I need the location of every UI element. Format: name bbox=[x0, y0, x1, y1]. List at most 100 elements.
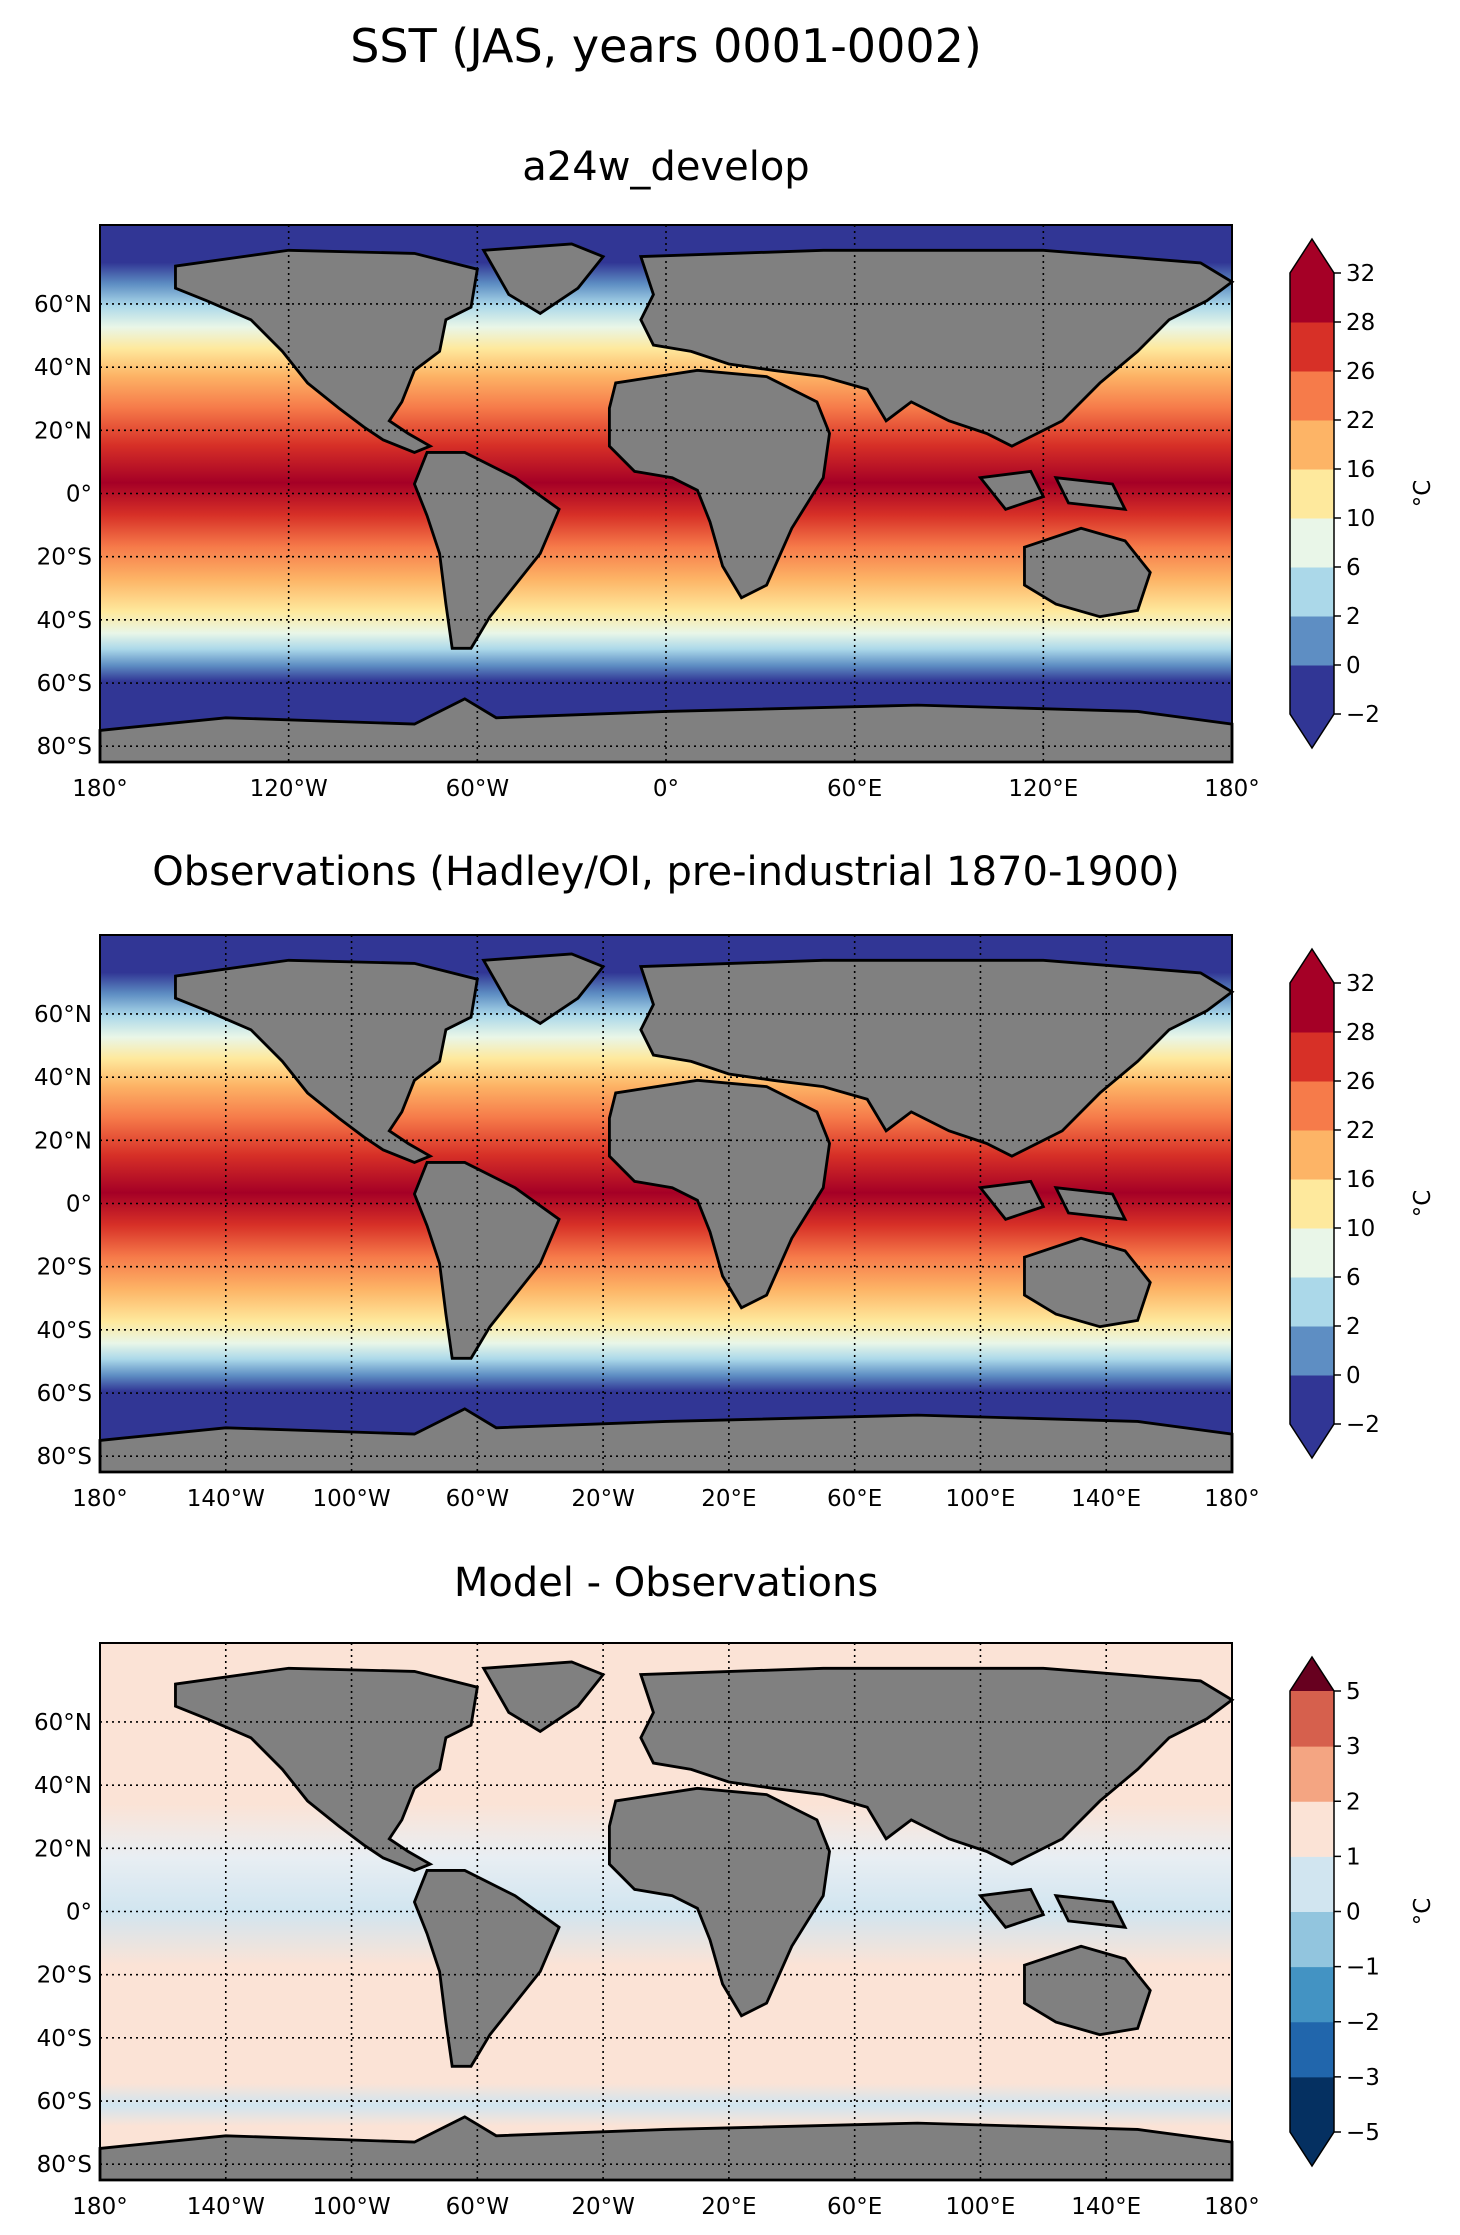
colorbar-segment bbox=[1290, 1375, 1334, 1425]
y-tick-label: 20°N bbox=[34, 1836, 92, 1862]
x-tick-label: 140°W bbox=[187, 2194, 265, 2220]
x-tick-label: 180° bbox=[1204, 1486, 1259, 1512]
y-tick-label: 60°N bbox=[34, 292, 92, 318]
colorbar-tick-label: 5 bbox=[1346, 1679, 1361, 1705]
y-tick-label: 20°S bbox=[37, 1255, 92, 1281]
colorbar-tick-label: 16 bbox=[1346, 1167, 1375, 1193]
colorbar-segment bbox=[1290, 1032, 1334, 1082]
colorbar-segment bbox=[1290, 1911, 1334, 1968]
colorbar-tick-label: 22 bbox=[1346, 1118, 1375, 1144]
x-tick-label: 60°W bbox=[446, 1486, 510, 1512]
x-tick-label: 100°W bbox=[312, 1486, 390, 1512]
x-tick-label: 140°W bbox=[187, 1486, 265, 1512]
colorbar-segment bbox=[1290, 273, 1334, 323]
colorbar-tick-label: −1 bbox=[1346, 1955, 1380, 1981]
map-frame bbox=[99, 1642, 1233, 2181]
y-tick-label: 40°N bbox=[34, 1773, 92, 1799]
x-tick-label: 20°W bbox=[571, 1486, 635, 1512]
colorbar-tick-label: 6 bbox=[1346, 1265, 1361, 1291]
colorbar-segment bbox=[1290, 469, 1334, 519]
colorbar-segment bbox=[1290, 1277, 1334, 1327]
x-tick-label: 100°E bbox=[945, 2194, 1015, 2220]
colorbar-label: °C bbox=[1410, 1190, 1436, 1218]
colorbar-extend-max bbox=[1290, 949, 1334, 983]
x-tick-label: 140°E bbox=[1071, 1486, 1141, 1512]
colorbar-tick-label: 10 bbox=[1346, 1216, 1375, 1242]
x-tick-label: 180° bbox=[1204, 776, 1259, 802]
x-tick-label: 60°E bbox=[827, 2194, 882, 2220]
y-tick-label: 0° bbox=[66, 1192, 92, 1218]
x-tick-label: 60°W bbox=[446, 2194, 510, 2220]
colorbar-extend-max bbox=[1290, 1657, 1334, 1691]
x-tick-label: 20°W bbox=[571, 2194, 635, 2220]
colorbar-label: °C bbox=[1410, 1898, 1436, 1926]
x-tick-label: 60°E bbox=[827, 776, 882, 802]
colorbar-segment bbox=[1290, 616, 1334, 666]
map-panel-2: Observations (Hadley/OI, pre-industrial … bbox=[34, 849, 1436, 1512]
y-tick-label: 20°S bbox=[37, 545, 92, 571]
colorbar-segment bbox=[1290, 1130, 1334, 1180]
x-tick-label: 180° bbox=[72, 776, 127, 802]
y-tick-label: 60°N bbox=[34, 1002, 92, 1028]
colorbar-tick-label: 2 bbox=[1346, 1789, 1361, 1815]
colorbar-segment bbox=[1290, 1228, 1334, 1278]
colorbar: 32 28 26 22 16 10 6 2 0 −2 °C bbox=[1289, 947, 1436, 1460]
x-tick-label: 120°E bbox=[1008, 776, 1078, 802]
colorbar-tick-label: 2 bbox=[1346, 604, 1361, 630]
colorbar-tick-label: 28 bbox=[1346, 310, 1375, 336]
colorbar-segment bbox=[1290, 518, 1334, 568]
panel-title: Model - Observations bbox=[454, 1560, 878, 1606]
y-tick-label: 60°N bbox=[34, 1710, 92, 1736]
y-tick-label: 80°S bbox=[37, 2152, 92, 2178]
colorbar-extend-min bbox=[1290, 1424, 1334, 1458]
x-tick-label: 180° bbox=[1204, 2194, 1259, 2220]
colorbar-tick-label: 2 bbox=[1346, 1314, 1361, 1340]
colorbar-segment bbox=[1290, 2021, 1334, 2078]
x-tick-label: 100°E bbox=[945, 1486, 1015, 1512]
y-tick-label: 20°N bbox=[34, 418, 92, 444]
colorbar-tick-label: 32 bbox=[1346, 261, 1375, 287]
y-tick-label: 80°S bbox=[37, 734, 92, 760]
y-tick-label: 40°S bbox=[37, 608, 92, 634]
x-tick-label: 60°W bbox=[446, 776, 510, 802]
colorbar-tick-label: −2 bbox=[1346, 1412, 1380, 1438]
y-tick-label: 60°S bbox=[37, 1381, 92, 1407]
colorbar-tick-label: 22 bbox=[1346, 408, 1375, 434]
y-tick-label: 80°S bbox=[37, 1444, 92, 1470]
colorbar-tick-label: 26 bbox=[1346, 1069, 1375, 1095]
x-tick-label: 60°E bbox=[827, 1486, 882, 1512]
y-tick-label: 20°S bbox=[37, 1963, 92, 1989]
suptitle: SST (JAS, years 0001-0002) bbox=[350, 19, 982, 73]
colorbar-segment bbox=[1290, 1966, 1334, 2023]
x-tick-label: 140°E bbox=[1071, 2194, 1141, 2220]
colorbar-tick-label: −2 bbox=[1346, 2010, 1380, 2036]
colorbar-label: °C bbox=[1410, 480, 1436, 508]
colorbar: 5 3 2 1 0 −1 −2 −3 −5 °C bbox=[1289, 1655, 1436, 2168]
colorbar-tick-label: 10 bbox=[1346, 506, 1375, 532]
y-tick-label: 40°N bbox=[34, 1065, 92, 1091]
map-frame bbox=[99, 224, 1233, 763]
y-tick-label: 60°S bbox=[37, 2089, 92, 2115]
colorbar-segment bbox=[1290, 1801, 1334, 1857]
colorbar-extend-min bbox=[1290, 2132, 1334, 2166]
y-tick-label: 40°S bbox=[37, 1318, 92, 1344]
x-tick-label: 0° bbox=[653, 776, 679, 802]
map-panel-1: a24w_develop 180° 120°W 60°W 0° 60°E 120°E 180°… bbox=[34, 144, 1436, 802]
colorbar-tick-label: −5 bbox=[1346, 2120, 1380, 2146]
x-tick-label: 100°W bbox=[312, 2194, 390, 2220]
y-tick-label: 40°N bbox=[34, 355, 92, 381]
colorbar-tick-label: −2 bbox=[1346, 702, 1380, 728]
colorbar-tick-label: 28 bbox=[1346, 1020, 1375, 1046]
y-tick-label: 40°S bbox=[37, 2026, 92, 2052]
panel-title: a24w_develop bbox=[522, 144, 809, 190]
y-tick-label: 0° bbox=[66, 482, 92, 508]
colorbar-tick-label: 0 bbox=[1346, 1363, 1361, 1389]
colorbar-tick-label: −3 bbox=[1346, 2065, 1380, 2091]
colorbar-tick-label: 0 bbox=[1346, 1900, 1361, 1926]
colorbar-tick-label: 16 bbox=[1346, 457, 1375, 483]
colorbar-segment bbox=[1290, 2076, 1334, 2133]
colorbar-segment bbox=[1290, 983, 1334, 1033]
colorbar-extend-max bbox=[1290, 239, 1334, 273]
